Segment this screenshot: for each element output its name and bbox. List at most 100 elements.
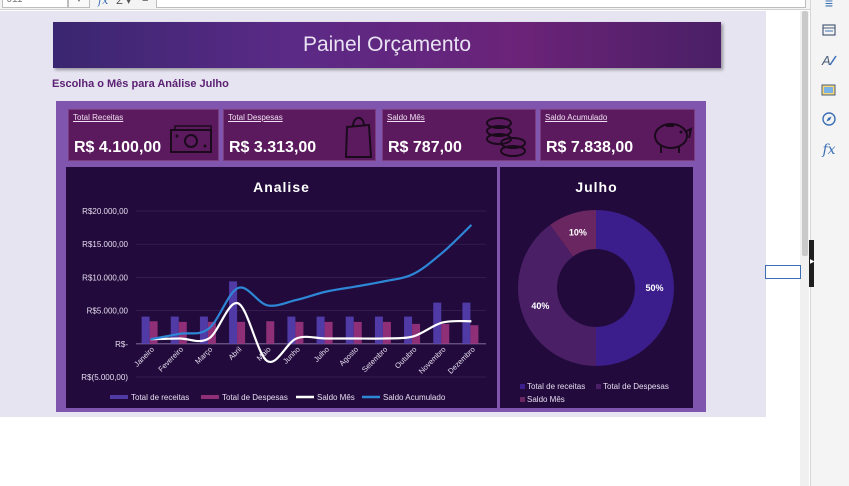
bar-receitas xyxy=(287,316,296,344)
card-label: Saldo Acumulado xyxy=(545,113,608,122)
dashboard-banner: Painel Orçamento xyxy=(53,22,721,68)
x-tick-label: Novembro xyxy=(417,345,448,376)
legend-swatch xyxy=(596,384,601,389)
y-tick-label: R$- xyxy=(115,340,128,349)
card-label: Total Despesas xyxy=(228,113,283,122)
y-tick-label: R$15.000,00 xyxy=(82,240,128,249)
navigator-icon[interactable] xyxy=(820,111,838,129)
legend-label: Saldo Mês xyxy=(527,395,565,404)
bar-despesas xyxy=(295,321,304,344)
bar-despesas xyxy=(324,321,333,344)
card-saldo-acumulado: Saldo Acumulado R$ 7.838,00 xyxy=(540,109,695,161)
x-tick-label: Outubro xyxy=(393,345,419,371)
donut-label: 40% xyxy=(531,301,549,311)
sidebar xyxy=(810,0,849,486)
x-tick-label: Agosto xyxy=(337,345,360,368)
legend-swatch xyxy=(520,384,525,389)
formula-input[interactable] xyxy=(156,0,806,8)
formula-bar: J11 ▾ fx Σ ▾ = xyxy=(0,0,810,10)
bar-receitas xyxy=(141,316,150,344)
sidebar-collapse-handle[interactable] xyxy=(809,240,814,287)
donut-slice xyxy=(550,210,596,257)
card-value: R$ 7.838,00 xyxy=(546,139,634,156)
legend-label: Total de receitas xyxy=(527,382,585,391)
bar-despesas xyxy=(207,321,216,344)
bar-receitas xyxy=(316,316,325,344)
function-wizard-icon[interactable]: fx xyxy=(98,0,109,7)
card-value: R$ 3.313,00 xyxy=(229,139,317,156)
donut-slice xyxy=(518,224,596,366)
bar-receitas xyxy=(462,302,471,344)
line-saldo-mes xyxy=(150,302,472,364)
julho-chart-panel: Julho 50% 40% 10% Total de receitas Total de… xyxy=(500,167,693,408)
cell-selection xyxy=(765,265,801,279)
x-tick-label: Setembro xyxy=(360,345,389,374)
bar-receitas xyxy=(433,302,442,344)
x-tick-label: Janeiro xyxy=(132,345,156,369)
donut-label: 10% xyxy=(569,227,587,237)
bar-receitas xyxy=(229,281,238,344)
legend-swatch xyxy=(520,397,525,402)
card-label: Total Receitas xyxy=(73,113,124,122)
x-tick-label: Maio xyxy=(255,345,273,363)
legend-label: Total de receitas xyxy=(131,393,189,402)
functions-icon[interactable]: fx xyxy=(822,142,836,158)
bar-receitas xyxy=(404,316,413,344)
bar-receitas xyxy=(199,316,208,344)
julho-chart: 50% 40% 10% Total de receitas Total de Despe… xyxy=(518,210,674,404)
styles-icon[interactable]: A xyxy=(820,52,838,70)
chart-title: Julho xyxy=(575,179,618,195)
y-tick-label: R$20.000,00 xyxy=(82,207,128,216)
line-saldo-acumulado xyxy=(150,224,473,341)
piggy-bank-icon xyxy=(654,123,693,153)
card-value: R$ 4.100,00 xyxy=(74,139,162,156)
donut-label: 50% xyxy=(645,283,663,293)
vertical-scrollbar[interactable] xyxy=(802,11,808,256)
bar-despesas xyxy=(382,321,391,344)
analise-chart-panel: Analise R$20.000,00 R$15.000,00 R$10.000,0… xyxy=(66,167,497,408)
bar-receitas xyxy=(374,316,383,344)
legend-label: Saldo Mês xyxy=(317,393,355,402)
coins-icon xyxy=(486,117,526,157)
legend-swatch xyxy=(110,395,128,399)
x-tick-label: Julho xyxy=(312,345,331,364)
x-tick-label: Dezembro xyxy=(446,345,477,376)
bar-despesas xyxy=(266,321,275,344)
sum-icon[interactable]: Σ ▾ xyxy=(116,0,132,7)
gallery-icon[interactable] xyxy=(820,82,838,100)
bar-despesas xyxy=(412,323,421,344)
legend-label: Total de Despesas xyxy=(222,393,288,402)
money-icon xyxy=(170,125,212,153)
x-tick-label: Fevereiro xyxy=(156,345,185,374)
bar-despesas xyxy=(441,323,450,344)
legend-label: Saldo Acumulado xyxy=(383,393,446,402)
legend-swatch xyxy=(201,395,219,399)
bar-despesas xyxy=(237,321,246,344)
name-box-dropdown[interactable]: ▾ xyxy=(68,0,90,8)
formula-icon[interactable]: = xyxy=(142,0,149,6)
menu-icon[interactable]: ≡ xyxy=(824,0,834,11)
x-tick-label: Março xyxy=(193,345,214,366)
y-tick-label: R$(5.000,00) xyxy=(81,373,128,382)
legend-label: Total de Despesas xyxy=(603,382,669,391)
name-box[interactable]: J11 xyxy=(2,0,68,8)
card-total-receitas: Total Receitas R$ 4.100,00 xyxy=(68,109,219,161)
x-tick-label: Junho xyxy=(281,345,302,366)
bar-despesas xyxy=(149,321,158,344)
y-tick-label: R$10.000,00 xyxy=(82,273,128,282)
properties-icon[interactable] xyxy=(820,22,838,40)
bar-despesas xyxy=(470,325,479,344)
collapse-arrow-icon: ▶ xyxy=(810,259,815,265)
card-value: R$ 787,00 xyxy=(388,139,462,156)
analise-chart: R$20.000,00 R$15.000,00 R$10.000,00 R$5.000… xyxy=(81,207,486,402)
bar-despesas xyxy=(353,321,362,344)
chart-title: Analise xyxy=(253,179,310,195)
y-tick-label: R$5.000,00 xyxy=(87,307,129,316)
card-label: Saldo Mês xyxy=(387,113,425,122)
page-title: Painel Orçamento xyxy=(302,33,472,56)
x-tick-label: Abril xyxy=(227,345,244,362)
bar-receitas xyxy=(345,316,354,344)
donut-slice xyxy=(596,210,674,366)
svg-text:A: A xyxy=(821,53,831,68)
